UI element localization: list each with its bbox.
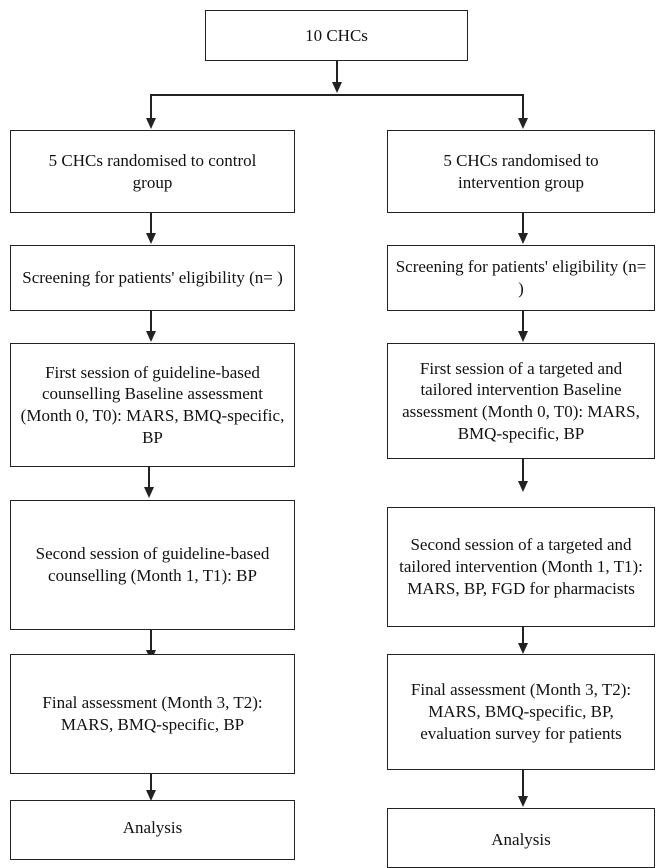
intervention-session1-box: First session of a targeted and tailored… bbox=[387, 343, 655, 459]
arrowhead-split-left bbox=[146, 118, 156, 129]
control-screening-text: Screening for patients' eligibility (n= … bbox=[22, 268, 283, 288]
control-final-box: Final assessment (Month 3, T2): MARS, BM… bbox=[10, 654, 295, 774]
control-arrowhead-1 bbox=[146, 233, 156, 244]
intervention-session2-box: Second session of a targeted and tailore… bbox=[387, 507, 655, 627]
control-session1-box: First session of guideline-based counsel… bbox=[10, 343, 295, 467]
control-arrowhead-2 bbox=[146, 331, 156, 342]
control-connector-1 bbox=[150, 213, 152, 233]
intervention-arrowhead-2 bbox=[518, 331, 528, 342]
intervention-connector-4 bbox=[522, 627, 524, 645]
intervention-session2-text: Second session of a targeted and tailore… bbox=[399, 535, 643, 598]
intervention-randomise-box: 5 CHCs randomised to intervention group bbox=[387, 130, 655, 213]
top-box-10-chcs: 10 CHCs bbox=[205, 10, 468, 61]
arrowhead-top bbox=[332, 82, 342, 93]
intervention-arrowhead-3 bbox=[518, 481, 528, 492]
control-screening-box: Screening for patients' eligibility (n= … bbox=[10, 245, 295, 311]
control-connector-4 bbox=[150, 630, 152, 650]
intervention-connector-5 bbox=[522, 770, 524, 796]
intervention-randomise-text: 5 CHCs randomised to intervention group bbox=[443, 150, 599, 192]
control-analysis-box: Analysis bbox=[10, 800, 295, 860]
control-connector-5 bbox=[150, 774, 152, 794]
control-session2-text: Second session of guideline-based counse… bbox=[35, 544, 270, 585]
intervention-arrowhead-5 bbox=[518, 796, 528, 807]
intervention-final-text: Final assessment (Month 3, T2): MARS, BM… bbox=[410, 680, 632, 743]
intervention-analysis-box: Analysis bbox=[387, 808, 655, 868]
intervention-arrowhead-1 bbox=[518, 233, 528, 244]
intervention-screening-box: Screening for patients' eligibility (n= … bbox=[387, 245, 655, 311]
intervention-final-box: Final assessment (Month 3, T2): MARS, BM… bbox=[387, 654, 655, 770]
control-session1-text: First session of guideline-based counsel… bbox=[20, 362, 285, 447]
control-arrowhead-3 bbox=[144, 487, 154, 498]
connector-split-left bbox=[150, 94, 152, 120]
arrowhead-split-right bbox=[518, 118, 528, 129]
connector-split-right bbox=[522, 94, 524, 120]
intervention-session1-text: First session of a targeted and tailored… bbox=[402, 358, 640, 443]
connector-split-horizontal bbox=[150, 94, 524, 96]
connector-top bbox=[336, 61, 338, 83]
control-session2-box: Second session of guideline-based counse… bbox=[10, 500, 295, 630]
control-randomise-text: 5 CHCs randomised to control group bbox=[48, 150, 257, 192]
intervention-screening-text: Screening for patients' eligibility (n= … bbox=[395, 257, 647, 298]
intervention-arrowhead-4 bbox=[518, 643, 528, 654]
control-connector-2 bbox=[150, 311, 152, 331]
control-arrowhead-5 bbox=[146, 790, 156, 801]
top-box-label: 10 CHCs bbox=[305, 25, 368, 45]
control-analysis-text: Analysis bbox=[122, 818, 183, 837]
intervention-analysis-text: Analysis bbox=[491, 830, 551, 849]
control-connector-3 bbox=[148, 467, 150, 487]
control-final-text: Final assessment (Month 3, T2): MARS, BM… bbox=[42, 693, 263, 734]
intervention-connector-2 bbox=[522, 311, 524, 331]
control-randomise-box: 5 CHCs randomised to control group bbox=[10, 130, 295, 213]
intervention-connector-3 bbox=[522, 459, 524, 481]
intervention-connector-1 bbox=[522, 213, 524, 233]
